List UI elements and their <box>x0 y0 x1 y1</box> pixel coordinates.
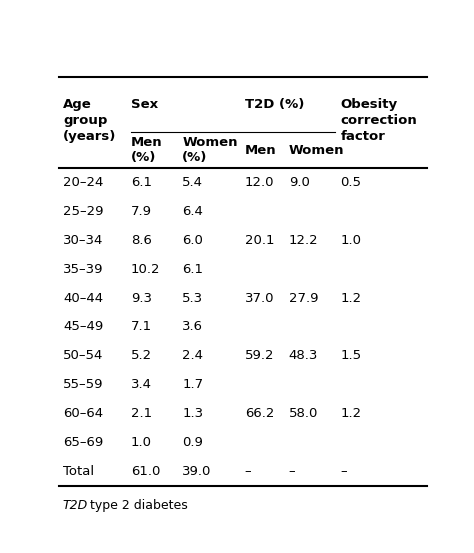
Text: 58.0: 58.0 <box>289 408 318 420</box>
Text: 1.2: 1.2 <box>340 408 361 420</box>
Text: 6.1: 6.1 <box>182 263 203 275</box>
Text: 1.3: 1.3 <box>182 408 203 420</box>
Text: 5.4: 5.4 <box>182 176 203 189</box>
Text: 5.2: 5.2 <box>131 349 152 362</box>
Text: 6.0: 6.0 <box>182 233 203 247</box>
Text: 1.7: 1.7 <box>182 378 203 392</box>
Text: 20.1: 20.1 <box>245 233 274 247</box>
Text: 0.5: 0.5 <box>340 176 361 189</box>
Text: 1.0: 1.0 <box>340 233 361 247</box>
Text: type 2 diabetes: type 2 diabetes <box>91 499 188 512</box>
Text: 55–59: 55–59 <box>63 378 103 392</box>
Text: Women: Women <box>289 144 344 156</box>
Text: T2D: T2D <box>63 499 88 512</box>
Text: 27.9: 27.9 <box>289 291 319 305</box>
Text: 48.3: 48.3 <box>289 349 318 362</box>
Text: 8.6: 8.6 <box>131 233 152 247</box>
Text: 40–44: 40–44 <box>63 291 103 305</box>
Text: 10.2: 10.2 <box>131 263 160 275</box>
Text: 1.5: 1.5 <box>340 349 361 362</box>
Text: –: – <box>245 465 251 478</box>
Text: 60–64: 60–64 <box>63 408 103 420</box>
Text: 3.4: 3.4 <box>131 378 152 392</box>
Text: Women
(%): Women (%) <box>182 136 238 164</box>
Text: Total: Total <box>63 465 94 478</box>
Text: 6.1: 6.1 <box>131 176 152 189</box>
Text: Sex: Sex <box>131 98 158 111</box>
Text: 45–49: 45–49 <box>63 320 103 333</box>
Text: 35–39: 35–39 <box>63 263 103 275</box>
Text: Obesity
correction
factor: Obesity correction factor <box>340 98 417 143</box>
Text: –: – <box>340 465 347 478</box>
Text: 9.3: 9.3 <box>131 291 152 305</box>
Text: 12.0: 12.0 <box>245 176 274 189</box>
Text: 0.9: 0.9 <box>182 436 203 449</box>
Text: 25–29: 25–29 <box>63 205 103 218</box>
Text: Age
group
(years): Age group (years) <box>63 98 116 143</box>
Text: 3.6: 3.6 <box>182 320 203 333</box>
Text: 2.1: 2.1 <box>131 408 152 420</box>
Text: 30–34: 30–34 <box>63 233 103 247</box>
Text: 7.1: 7.1 <box>131 320 152 333</box>
Text: 65–69: 65–69 <box>63 436 103 449</box>
Text: 37.0: 37.0 <box>245 291 274 305</box>
Text: 1.0: 1.0 <box>131 436 152 449</box>
Text: Men: Men <box>245 144 276 156</box>
Text: 39.0: 39.0 <box>182 465 212 478</box>
Text: 61.0: 61.0 <box>131 465 160 478</box>
Text: 12.2: 12.2 <box>289 233 319 247</box>
Text: 66.2: 66.2 <box>245 408 274 420</box>
Text: 59.2: 59.2 <box>245 349 274 362</box>
Text: 6.4: 6.4 <box>182 205 203 218</box>
Text: 50–54: 50–54 <box>63 349 103 362</box>
Text: 7.9: 7.9 <box>131 205 152 218</box>
Text: 9.0: 9.0 <box>289 176 310 189</box>
Text: T2D (%): T2D (%) <box>245 98 304 111</box>
Text: 1.2: 1.2 <box>340 291 361 305</box>
Text: –: – <box>289 465 295 478</box>
Text: Men
(%): Men (%) <box>131 136 163 164</box>
Text: 2.4: 2.4 <box>182 349 203 362</box>
Text: 5.3: 5.3 <box>182 291 203 305</box>
Text: 20–24: 20–24 <box>63 176 103 189</box>
